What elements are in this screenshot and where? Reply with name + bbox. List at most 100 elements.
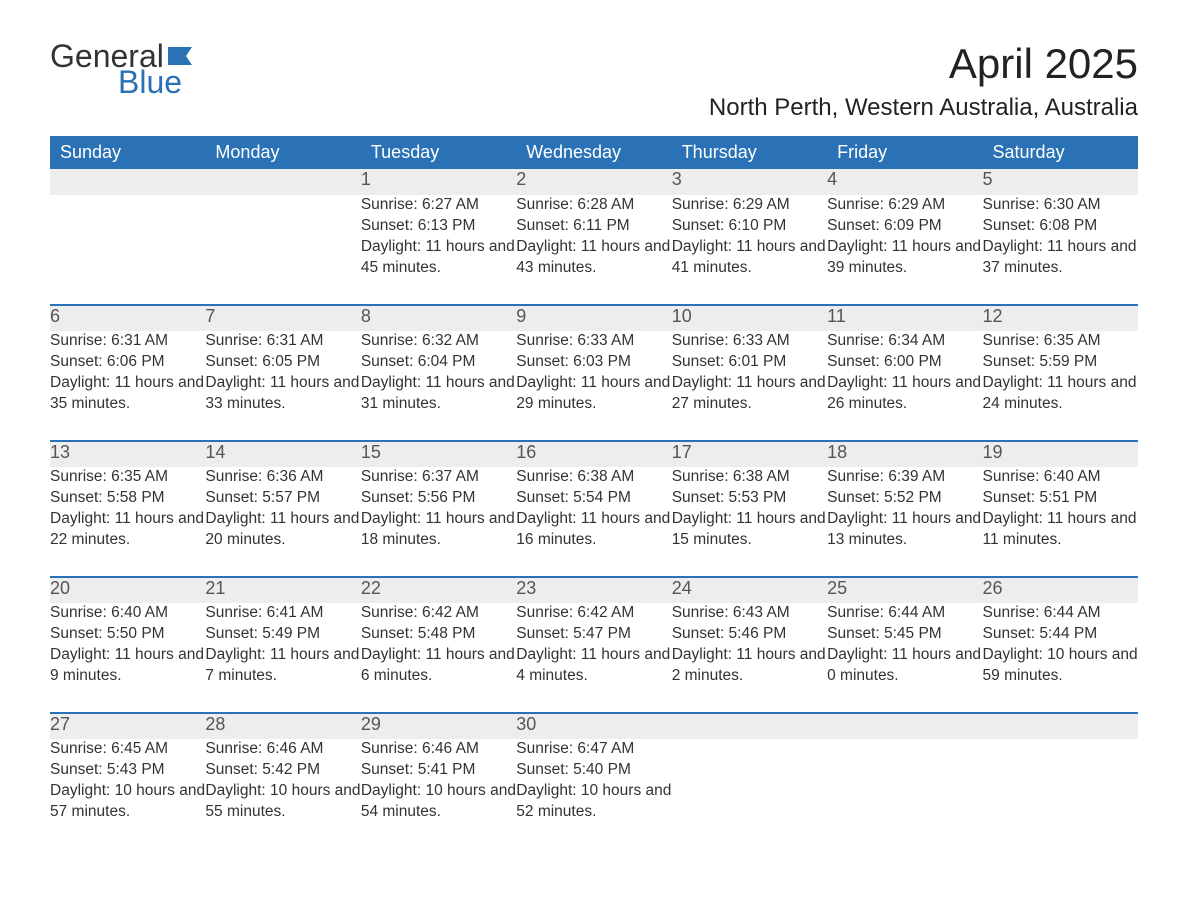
- day-content-cell: [827, 739, 982, 849]
- sunrise-line: Sunrise: 6:35 AM: [983, 331, 1138, 352]
- sunrise-line: Sunrise: 6:44 AM: [827, 603, 982, 624]
- sunset-line: Sunset: 6:09 PM: [827, 216, 982, 237]
- sunrise-line: Sunrise: 6:30 AM: [983, 195, 1138, 216]
- weekday-header: Tuesday: [361, 136, 516, 169]
- sunrise-line: Sunrise: 6:29 AM: [672, 195, 827, 216]
- day-number-cell: 18: [827, 441, 982, 467]
- day-content-row: Sunrise: 6:27 AMSunset: 6:13 PMDaylight:…: [50, 195, 1138, 305]
- day-content-cell: Sunrise: 6:45 AMSunset: 5:43 PMDaylight:…: [50, 739, 205, 849]
- daylight-line: Daylight: 11 hours and 35 minutes.: [50, 373, 205, 415]
- logo: General Blue: [50, 40, 202, 98]
- day-number-cell: 29: [361, 713, 516, 739]
- daylight-line: Daylight: 11 hours and 22 minutes.: [50, 509, 205, 551]
- day-content-cell: Sunrise: 6:42 AMSunset: 5:47 PMDaylight:…: [516, 603, 671, 713]
- day-content-cell: Sunrise: 6:36 AMSunset: 5:57 PMDaylight:…: [205, 467, 360, 577]
- daylight-line: Daylight: 11 hours and 18 minutes.: [361, 509, 516, 551]
- daylight-line: Daylight: 11 hours and 27 minutes.: [672, 373, 827, 415]
- weekday-header: Wednesday: [516, 136, 671, 169]
- day-content-cell: [672, 739, 827, 849]
- sunrise-line: Sunrise: 6:45 AM: [50, 739, 205, 760]
- day-content-cell: Sunrise: 6:40 AMSunset: 5:51 PMDaylight:…: [983, 467, 1138, 577]
- day-content-cell: Sunrise: 6:35 AMSunset: 5:59 PMDaylight:…: [983, 331, 1138, 441]
- day-number-cell: 20: [50, 577, 205, 603]
- day-number-cell: 3: [672, 169, 827, 195]
- sunset-line: Sunset: 6:05 PM: [205, 352, 360, 373]
- day-number-cell: 26: [983, 577, 1138, 603]
- daylight-line: Daylight: 11 hours and 6 minutes.: [361, 645, 516, 687]
- sunset-line: Sunset: 5:45 PM: [827, 624, 982, 645]
- sunset-line: Sunset: 5:54 PM: [516, 488, 671, 509]
- day-content-row: Sunrise: 6:40 AMSunset: 5:50 PMDaylight:…: [50, 603, 1138, 713]
- day-content-cell: Sunrise: 6:47 AMSunset: 5:40 PMDaylight:…: [516, 739, 671, 849]
- sunrise-line: Sunrise: 6:33 AM: [672, 331, 827, 352]
- sunset-line: Sunset: 5:53 PM: [672, 488, 827, 509]
- sunrise-line: Sunrise: 6:42 AM: [516, 603, 671, 624]
- sunset-line: Sunset: 5:57 PM: [205, 488, 360, 509]
- day-content-cell: [205, 195, 360, 305]
- sunset-line: Sunset: 5:59 PM: [983, 352, 1138, 373]
- sunset-line: Sunset: 6:11 PM: [516, 216, 671, 237]
- day-number-row: 12345: [50, 169, 1138, 195]
- sunrise-line: Sunrise: 6:41 AM: [205, 603, 360, 624]
- sunset-line: Sunset: 5:51 PM: [983, 488, 1138, 509]
- sunrise-line: Sunrise: 6:36 AM: [205, 467, 360, 488]
- daylight-line: Daylight: 11 hours and 29 minutes.: [516, 373, 671, 415]
- weekday-header: Saturday: [983, 136, 1138, 169]
- day-number-row: 13141516171819: [50, 441, 1138, 467]
- daylight-line: Daylight: 11 hours and 20 minutes.: [205, 509, 360, 551]
- daylight-line: Daylight: 11 hours and 4 minutes.: [516, 645, 671, 687]
- day-content-cell: [50, 195, 205, 305]
- day-content-row: Sunrise: 6:35 AMSunset: 5:58 PMDaylight:…: [50, 467, 1138, 577]
- day-content-cell: Sunrise: 6:33 AMSunset: 6:01 PMDaylight:…: [672, 331, 827, 441]
- day-number-cell: 27: [50, 713, 205, 739]
- page-header: General Blue April 2025 North Perth, Wes…: [50, 40, 1138, 122]
- daylight-line: Daylight: 10 hours and 54 minutes.: [361, 781, 516, 823]
- day-number-cell: 13: [50, 441, 205, 467]
- day-number-cell: 8: [361, 305, 516, 331]
- daylight-line: Daylight: 10 hours and 59 minutes.: [983, 645, 1138, 687]
- sunrise-line: Sunrise: 6:44 AM: [983, 603, 1138, 624]
- daylight-line: Daylight: 11 hours and 33 minutes.: [205, 373, 360, 415]
- day-content-row: Sunrise: 6:31 AMSunset: 6:06 PMDaylight:…: [50, 331, 1138, 441]
- day-number-cell: 14: [205, 441, 360, 467]
- daylight-line: Daylight: 11 hours and 15 minutes.: [672, 509, 827, 551]
- sunrise-line: Sunrise: 6:43 AM: [672, 603, 827, 624]
- day-content-cell: Sunrise: 6:27 AMSunset: 6:13 PMDaylight:…: [361, 195, 516, 305]
- sunset-line: Sunset: 6:06 PM: [50, 352, 205, 373]
- sunrise-line: Sunrise: 6:46 AM: [361, 739, 516, 760]
- day-number-cell: 25: [827, 577, 982, 603]
- sunset-line: Sunset: 5:42 PM: [205, 760, 360, 781]
- day-number-cell: 5: [983, 169, 1138, 195]
- day-content-cell: Sunrise: 6:34 AMSunset: 6:00 PMDaylight:…: [827, 331, 982, 441]
- daylight-line: Daylight: 10 hours and 57 minutes.: [50, 781, 205, 823]
- sunset-line: Sunset: 6:08 PM: [983, 216, 1138, 237]
- daylight-line: Daylight: 11 hours and 9 minutes.: [50, 645, 205, 687]
- day-number-cell: 22: [361, 577, 516, 603]
- day-number-cell: [983, 713, 1138, 739]
- day-number-cell: 17: [672, 441, 827, 467]
- sunset-line: Sunset: 6:01 PM: [672, 352, 827, 373]
- day-content-cell: [983, 739, 1138, 849]
- day-content-cell: Sunrise: 6:29 AMSunset: 6:09 PMDaylight:…: [827, 195, 982, 305]
- daylight-line: Daylight: 11 hours and 31 minutes.: [361, 373, 516, 415]
- sunset-line: Sunset: 5:46 PM: [672, 624, 827, 645]
- day-content-cell: Sunrise: 6:40 AMSunset: 5:50 PMDaylight:…: [50, 603, 205, 713]
- day-number-cell: 24: [672, 577, 827, 603]
- daylight-line: Daylight: 11 hours and 0 minutes.: [827, 645, 982, 687]
- sunrise-line: Sunrise: 6:27 AM: [361, 195, 516, 216]
- day-content-cell: Sunrise: 6:35 AMSunset: 5:58 PMDaylight:…: [50, 467, 205, 577]
- day-number-cell: 16: [516, 441, 671, 467]
- sunrise-line: Sunrise: 6:31 AM: [50, 331, 205, 352]
- sunset-line: Sunset: 5:40 PM: [516, 760, 671, 781]
- calendar-body: 12345Sunrise: 6:27 AMSunset: 6:13 PMDayl…: [50, 169, 1138, 849]
- day-content-cell: Sunrise: 6:38 AMSunset: 5:53 PMDaylight:…: [672, 467, 827, 577]
- daylight-line: Daylight: 10 hours and 55 minutes.: [205, 781, 360, 823]
- day-content-cell: Sunrise: 6:43 AMSunset: 5:46 PMDaylight:…: [672, 603, 827, 713]
- day-number-cell: 10: [672, 305, 827, 331]
- day-number-cell: 7: [205, 305, 360, 331]
- day-number-cell: [205, 169, 360, 195]
- day-content-cell: Sunrise: 6:33 AMSunset: 6:03 PMDaylight:…: [516, 331, 671, 441]
- day-content-cell: Sunrise: 6:37 AMSunset: 5:56 PMDaylight:…: [361, 467, 516, 577]
- daylight-line: Daylight: 11 hours and 41 minutes.: [672, 237, 827, 279]
- day-content-row: Sunrise: 6:45 AMSunset: 5:43 PMDaylight:…: [50, 739, 1138, 849]
